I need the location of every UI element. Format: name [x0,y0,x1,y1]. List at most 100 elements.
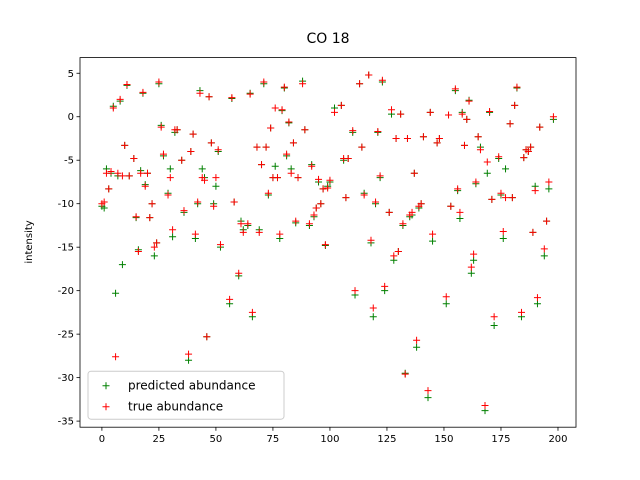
x-tick-label: 100 [320,434,339,445]
x-tick-label: 0 [99,434,105,445]
marker [543,217,551,225]
marker [150,252,158,260]
marker [490,313,498,321]
y-tick-label: -15 [58,243,74,254]
marker [531,187,539,195]
marker [216,241,224,249]
marker [166,174,174,182]
x-tick-label: 50 [210,434,223,445]
marker [201,176,209,184]
marker [112,289,120,297]
marker [194,198,202,206]
y-tick-label: -25 [58,330,74,341]
marker [239,228,247,236]
marker [276,230,284,238]
marker [169,233,177,241]
marker [102,169,110,177]
marker [155,78,163,86]
marker [506,120,514,128]
marker [545,178,553,186]
marker [445,111,453,119]
x-tick-label: 125 [377,434,396,445]
marker [258,161,266,169]
marker [495,153,503,161]
marker [301,126,309,134]
marker [185,356,193,364]
marker [536,123,544,131]
marker [280,83,288,91]
marker [244,220,252,228]
marker [424,387,432,395]
marker [107,168,115,176]
marker [159,150,167,158]
marker [442,293,450,301]
plot-frame [79,57,577,428]
marker [228,94,236,102]
marker [109,104,117,112]
marker [180,207,188,215]
y-tick-label: -5 [64,156,74,167]
marker [520,154,528,162]
marker [100,198,108,206]
marker [385,208,393,216]
marker [358,143,366,151]
marker [237,220,245,228]
marker [476,146,484,154]
marker [189,130,197,138]
marker [130,154,138,162]
marker [472,178,480,186]
marker [508,194,516,202]
marker [132,213,140,221]
marker [456,214,464,222]
marker [321,241,329,249]
marker [148,200,156,208]
marker [342,194,350,202]
marker [264,189,272,197]
marker [294,174,302,182]
marker [367,236,375,244]
marker [164,191,172,199]
marker [283,150,291,158]
marker [203,333,211,341]
marker [397,110,405,118]
marker [401,370,409,378]
marker [413,336,421,344]
marker [255,228,263,236]
marker [376,172,384,180]
marker [185,350,193,358]
marker [299,80,307,88]
marker [271,104,279,112]
marker [153,239,161,247]
marker [235,269,243,277]
legend-box [87,370,285,420]
marker [481,401,489,409]
marker [499,228,507,236]
marker [278,106,286,114]
series [98,71,557,409]
marker [447,202,455,210]
marker [310,211,318,219]
marker [287,169,295,177]
marker [205,93,213,101]
marker [137,169,145,177]
marker [499,234,507,242]
marker [392,134,400,142]
x-tick-label: 150 [434,434,453,445]
legend: predicted abundance true abundance [87,370,285,420]
marker [173,126,181,134]
marker [292,217,300,225]
marker [337,101,345,109]
marker [529,228,537,236]
marker [267,124,275,132]
marker [399,220,407,228]
marker [139,88,147,96]
marker [118,172,126,180]
marker [226,295,234,303]
marker [435,134,443,142]
marker [517,308,525,316]
marker [433,139,441,147]
chart-title: CO 18 [306,31,349,47]
marker [502,165,510,173]
marker [315,175,323,183]
